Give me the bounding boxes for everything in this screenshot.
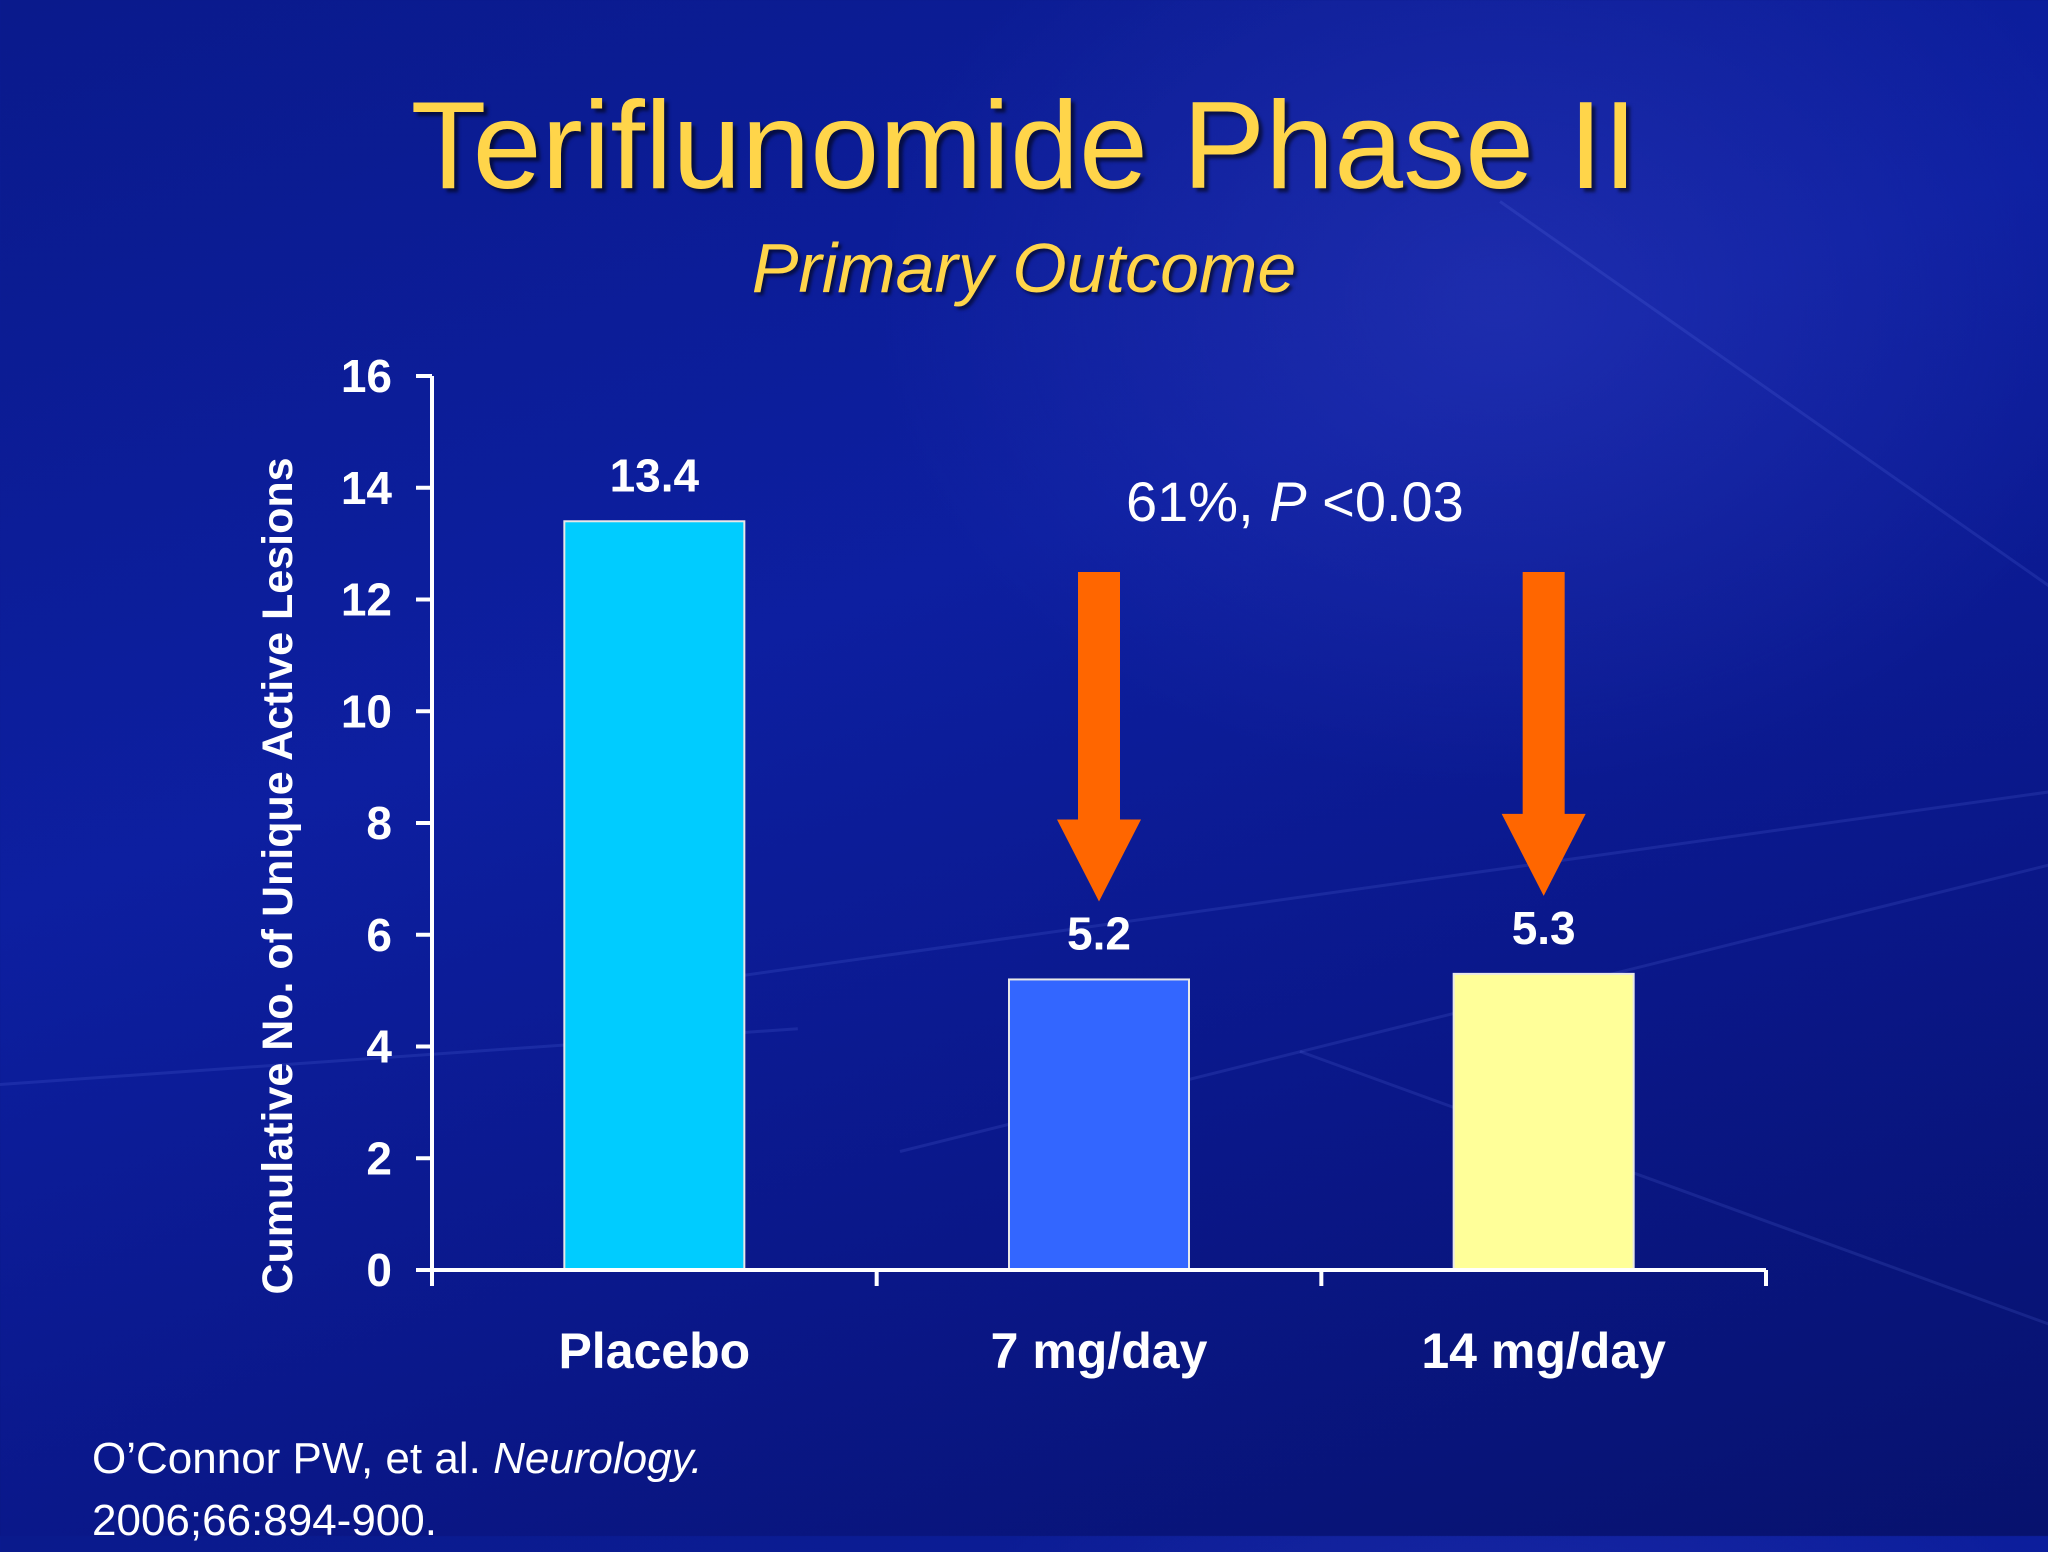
citation-details: 2006;66:894-900.	[92, 1496, 437, 1545]
p-label: P	[1269, 470, 1306, 533]
x-axis-ticks	[430, 1270, 1768, 1286]
bar-value-label: 13.4	[610, 449, 700, 501]
reduction-percent: 61%,	[1126, 470, 1254, 533]
bar-placebo	[563, 520, 746, 1271]
y-tick-label: 4	[366, 1021, 392, 1073]
down-arrow-icon	[1501, 572, 1586, 896]
bar-value-label: 5.3	[1512, 902, 1576, 954]
y-tick-label: 14	[341, 462, 393, 514]
slide-title: Teriflunomide Phase II	[410, 77, 1638, 215]
category-label: 7 mg/day	[991, 1323, 1208, 1379]
y-tick-label: 8	[366, 797, 392, 849]
y-tick-label: 0	[366, 1244, 392, 1296]
bar-value-label: 5.2	[1067, 907, 1131, 959]
y-tick-label: 10	[341, 685, 392, 737]
bars: 13.4 Placebo 5.2 7 mg/day 5.3 14 mg/day	[558, 449, 1666, 1379]
y-tick-label: 2	[366, 1132, 392, 1184]
reduction-arrows	[1057, 572, 1586, 902]
y-tick-label: 16	[341, 350, 392, 402]
slide-subtitle: Primary Outcome	[751, 229, 1297, 307]
category-label: 14 mg/day	[1421, 1323, 1666, 1379]
bar-7-mg-day	[1008, 978, 1190, 1271]
significance-annotation: 61%, P <0.03	[1126, 470, 1464, 533]
down-arrow-icon	[1057, 572, 1141, 902]
y-axis-ticks: 0 2 4 6 8 10 12 14 16	[341, 350, 432, 1296]
y-tick-label: 12	[341, 574, 392, 626]
bar-14-mg-day	[1452, 972, 1635, 1271]
y-tick-label: 6	[366, 909, 392, 961]
category-label: Placebo	[558, 1323, 750, 1379]
citation-journal: Neurology.	[493, 1434, 703, 1483]
y-axis-label: Cumulative No. of Unique Active Lesions	[254, 457, 302, 1294]
citation: O’Connor PW, et al. Neurology. 2006;66:8…	[92, 1428, 992, 1552]
citation-authors: O’Connor PW, et al.	[92, 1434, 481, 1483]
p-value: <0.03	[1322, 470, 1464, 533]
